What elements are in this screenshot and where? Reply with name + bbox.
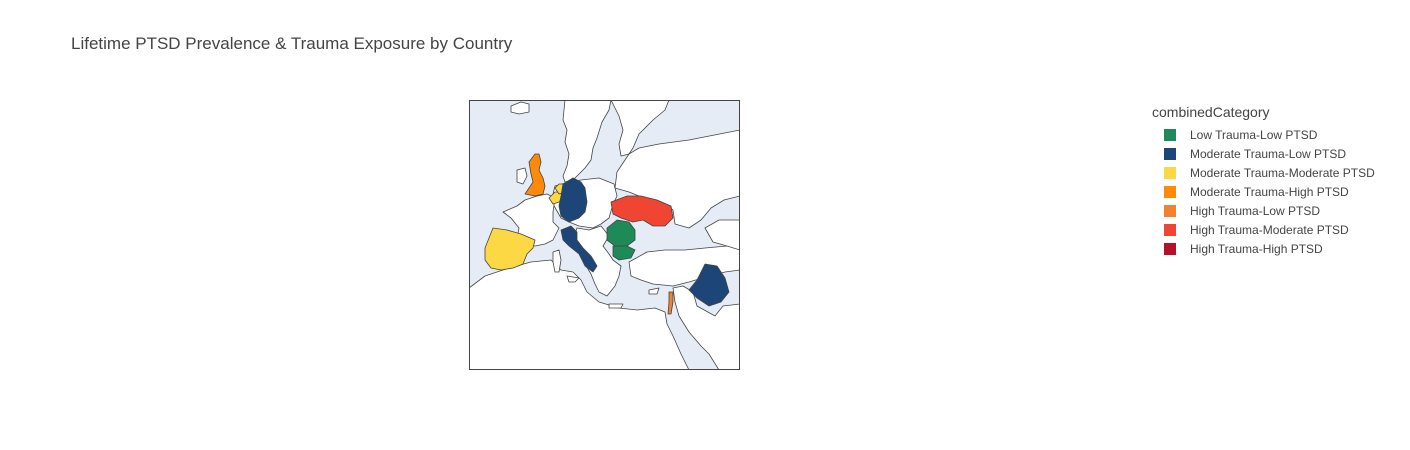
legend-title: combinedCategory [1152, 104, 1270, 120]
region-iraq[interactable] [688, 263, 730, 307]
chart-title: Lifetime PTSD Prevalence & Trauma Exposu… [71, 34, 513, 53]
legend: combinedCategory Low Trauma-Low PTSD Mode… [1152, 104, 1375, 258]
region-bulgaria[interactable] [612, 245, 636, 261]
legend-label: Low Trauma-Low PTSD [1190, 127, 1318, 142]
legend-item[interactable]: Moderate Trauma-High PTSD [1164, 182, 1375, 201]
legend-item[interactable]: High Trauma-Low PTSD [1164, 201, 1375, 220]
legend-item[interactable]: Low Trauma-Low PTSD [1164, 125, 1375, 144]
legend-item[interactable]: High Trauma-Moderate PTSD [1164, 220, 1375, 239]
legend-swatch [1164, 166, 1176, 179]
legend-swatch [1164, 242, 1176, 255]
legend-label: Moderate Trauma-Moderate PTSD [1190, 165, 1375, 180]
legend-item[interactable]: Moderate Trauma-Moderate PTSD [1164, 163, 1375, 182]
legend-label: High Trauma-Moderate PTSD [1190, 222, 1349, 237]
legend-swatch [1164, 147, 1176, 160]
legend-label: Moderate Trauma-Low PTSD [1190, 146, 1347, 161]
map-frame [469, 100, 740, 370]
region-romania[interactable] [606, 219, 636, 247]
legend-label: High Trauma-High PTSD [1190, 241, 1323, 256]
region-spain[interactable] [484, 227, 536, 271]
geo-map[interactable] [469, 100, 740, 370]
region-germany[interactable] [558, 177, 588, 223]
legend-item[interactable]: High Trauma-High PTSD [1164, 239, 1375, 258]
region-italy[interactable] [560, 225, 598, 273]
region-ukraine[interactable] [610, 195, 674, 227]
map-panel[interactable] [469, 100, 740, 370]
legend-label: Moderate Trauma-High PTSD [1190, 184, 1349, 199]
legend-swatch [1164, 128, 1176, 141]
region-israel[interactable] [667, 291, 674, 315]
legend-item[interactable]: Moderate Trauma-Low PTSD [1164, 144, 1375, 163]
region-united-kingdom[interactable] [524, 153, 546, 197]
legend-swatch [1164, 204, 1176, 217]
country-regions [484, 153, 730, 315]
legend-swatch [1164, 223, 1176, 236]
legend-label: High Trauma-Low PTSD [1190, 203, 1321, 218]
legend-swatch [1164, 185, 1176, 198]
land-background [469, 100, 740, 370]
